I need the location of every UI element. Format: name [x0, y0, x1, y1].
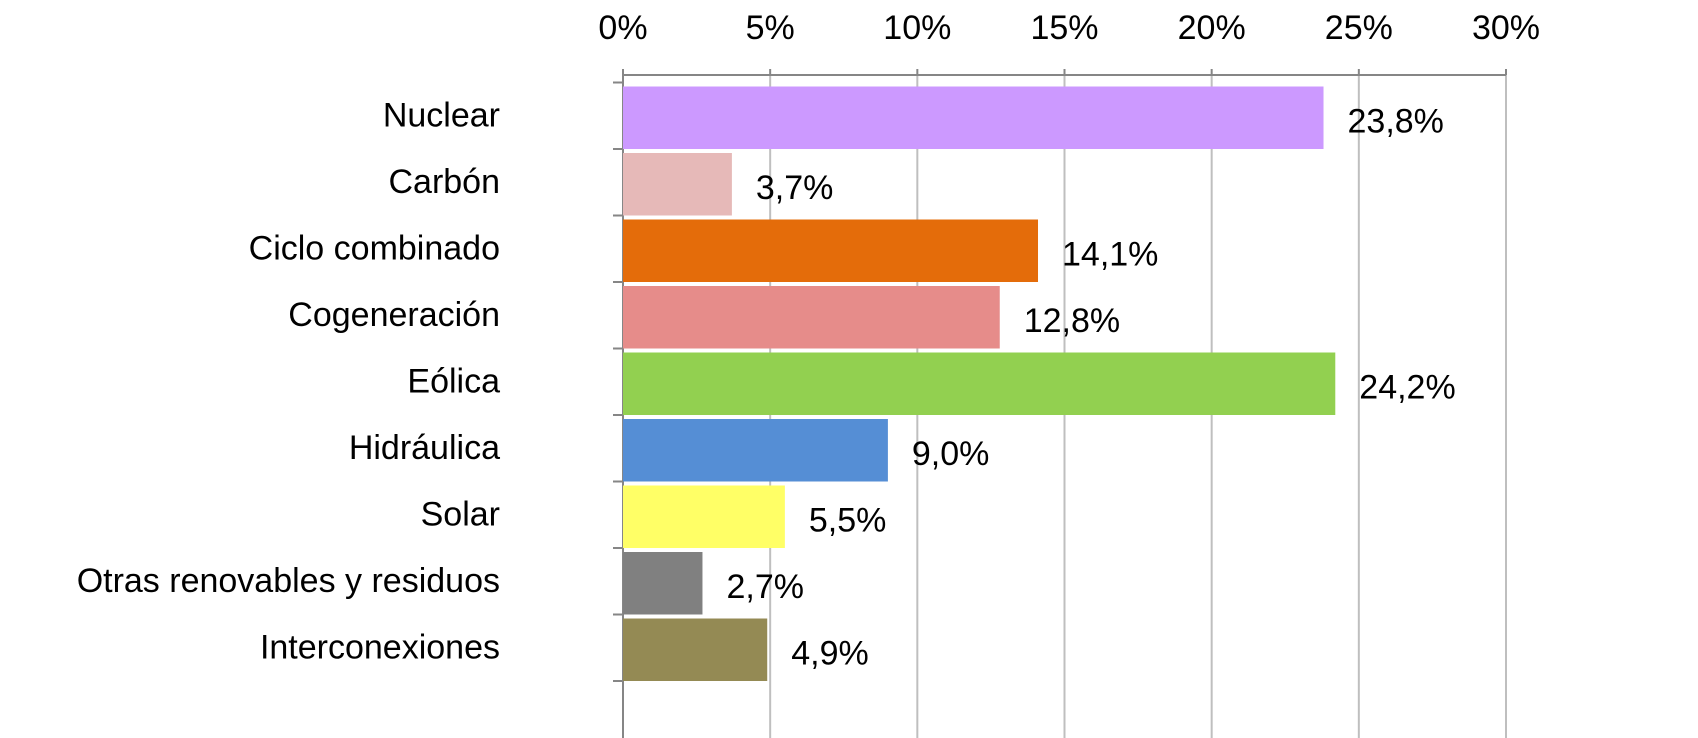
y-tick-label: Cogeneración: [288, 296, 500, 334]
bar: [623, 419, 888, 482]
y-tick-label: Eólica: [407, 363, 500, 401]
x-tick-label: 25%: [1325, 9, 1393, 47]
value-label: 23,8%: [1348, 103, 1444, 141]
bar: [623, 219, 1039, 282]
value-label: 9,0%: [912, 435, 990, 473]
value-label: 24,2%: [1359, 369, 1455, 407]
bar: [623, 485, 785, 548]
y-tick-label: Interconexiones: [260, 629, 500, 667]
bar: [623, 286, 1000, 349]
x-tick-label: 15%: [1030, 9, 1098, 47]
x-tick-label: 0%: [598, 9, 647, 47]
value-label: 4,9%: [791, 635, 869, 673]
x-tick-label: 20%: [1178, 9, 1246, 47]
value-label: 3,7%: [756, 169, 834, 207]
y-tick-label: Otras renovables y residuos: [77, 562, 500, 600]
y-tick-label: Hidráulica: [349, 429, 500, 467]
y-tick-label: Nuclear: [383, 97, 500, 135]
value-label: 12,8%: [1024, 302, 1120, 340]
bar: [623, 618, 768, 681]
y-tick-label: Carbón: [388, 163, 500, 201]
value-label: 14,1%: [1062, 236, 1158, 274]
x-tick-label: 5%: [746, 9, 795, 47]
value-label: 2,7%: [726, 568, 804, 606]
bar: [623, 86, 1324, 149]
y-tick-label: Solar: [421, 496, 500, 534]
y-tick-label: Ciclo combinado: [249, 230, 500, 268]
bar: [623, 153, 732, 216]
value-label: 5,5%: [809, 502, 887, 540]
bar: [623, 352, 1336, 415]
x-tick-label: 30%: [1472, 9, 1540, 47]
x-tick-label: 10%: [883, 9, 951, 47]
bar: [623, 552, 703, 615]
